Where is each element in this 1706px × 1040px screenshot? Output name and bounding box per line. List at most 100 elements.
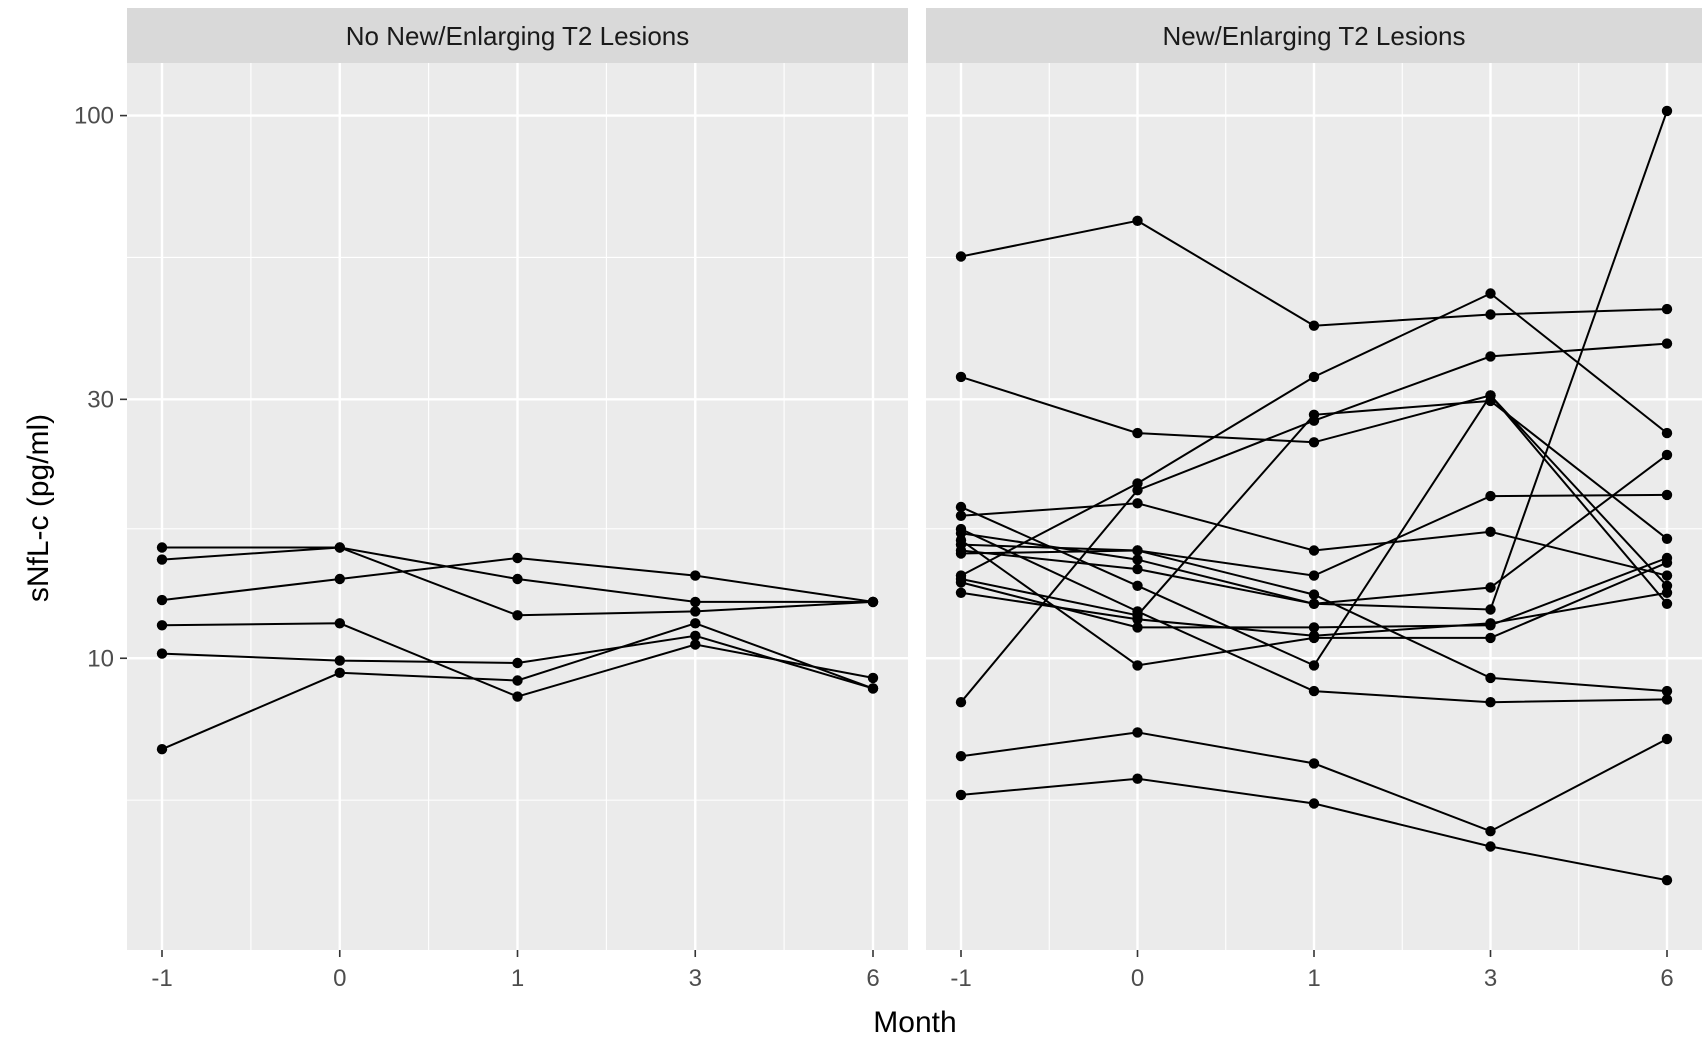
data-point: [334, 618, 345, 629]
data-point: [1132, 773, 1143, 784]
data-point: [690, 606, 701, 617]
data-point: [512, 573, 523, 585]
panel-1-x-axis: -1 0 1 3 6: [151, 950, 880, 992]
data-point: [690, 639, 701, 650]
data-point: [1485, 526, 1496, 537]
data-point: [1661, 105, 1673, 117]
y-axis: 10 30 100: [74, 103, 127, 672]
data-point: [690, 596, 701, 608]
data-point: [690, 570, 701, 581]
data-point: [1308, 545, 1320, 556]
data-point: [1661, 685, 1673, 697]
data-point: [1661, 489, 1673, 501]
data-point: [156, 620, 168, 631]
x-tick-label: 0: [1131, 965, 1144, 992]
data-point: [334, 655, 345, 666]
data-point: [1308, 630, 1320, 641]
data-point: [955, 587, 967, 598]
data-point: [955, 371, 967, 383]
data-point: [334, 542, 345, 553]
data-point: [690, 630, 701, 641]
data-point: [1132, 580, 1143, 591]
data-point: [334, 573, 345, 585]
data-point: [1132, 427, 1143, 439]
data-point: [1308, 371, 1320, 383]
data-point: [156, 594, 168, 606]
data-point: [1661, 303, 1673, 315]
data-point: [955, 751, 967, 762]
x-tick-label: 3: [689, 965, 702, 992]
data-point: [955, 510, 967, 521]
data-point: [955, 789, 967, 801]
data-point: [1661, 733, 1673, 745]
data-point: [867, 596, 879, 608]
data-point: [1661, 557, 1673, 568]
data-point: [1661, 533, 1673, 544]
data-point: [1661, 694, 1673, 705]
data-point: [955, 501, 967, 513]
data-point: [1485, 632, 1496, 644]
data-point: [1132, 498, 1143, 509]
data-point: [512, 552, 523, 564]
data-point: [512, 657, 523, 669]
data-point: [1661, 875, 1673, 886]
data-point: [1661, 587, 1673, 598]
data-point: [1661, 598, 1673, 609]
y-tick-label: 30: [87, 386, 114, 413]
data-point: [1308, 589, 1320, 600]
data-point: [156, 648, 168, 659]
x-tick-label: 1: [1307, 965, 1320, 992]
data-point: [1308, 415, 1320, 426]
data-point: [1132, 614, 1143, 625]
panel-2-series: [955, 105, 1673, 886]
y-axis-title: sNfL-c (pg/ml): [22, 414, 55, 602]
data-point: [955, 251, 967, 262]
panel-1-series: [156, 542, 879, 755]
panel-2-x-axis: -1 0 1 3 6: [950, 950, 1674, 992]
data-point: [867, 672, 879, 684]
data-point: [1485, 288, 1496, 299]
panel-1-strip: [127, 8, 908, 63]
x-tick-label: 6: [1660, 965, 1673, 992]
x-tick-label: 0: [333, 965, 346, 992]
x-tick-label: 6: [866, 965, 879, 992]
data-point: [955, 545, 967, 556]
data-point: [1485, 618, 1496, 629]
data-point: [1132, 215, 1143, 226]
data-point: [1485, 395, 1496, 407]
data-point: [1132, 485, 1143, 496]
data-point: [1661, 570, 1673, 581]
panel-2-strip-title: New/Enlarging T2 Lesions: [1162, 21, 1465, 51]
data-point: [867, 683, 879, 694]
data-point: [1308, 685, 1320, 697]
data-point: [156, 542, 168, 553]
data-point: [955, 528, 967, 539]
x-tick-label: 1: [511, 965, 524, 992]
data-point: [1485, 697, 1496, 708]
data-point: [1308, 758, 1320, 769]
data-point: [512, 610, 523, 621]
panel-2-strip: [926, 8, 1702, 63]
data-point: [955, 697, 967, 708]
data-point: [1132, 545, 1143, 556]
data-point: [1661, 338, 1673, 349]
data-point: [1485, 826, 1496, 837]
data-point: [1308, 622, 1320, 633]
x-tick-label: -1: [151, 965, 172, 992]
data-point: [1485, 582, 1496, 593]
y-tick-label: 100: [74, 103, 114, 130]
data-point: [334, 667, 345, 678]
data-point: [512, 675, 523, 686]
data-point: [1308, 437, 1320, 448]
panel-2: New/Enlarging T2 Lesions: [926, 8, 1702, 950]
data-point: [1485, 351, 1496, 362]
data-point: [156, 744, 168, 755]
data-point: [1661, 427, 1673, 439]
data-point: [1308, 320, 1320, 331]
data-point: [1308, 570, 1320, 581]
data-point: [955, 577, 967, 588]
data-point: [1485, 672, 1496, 684]
x-axis-title: Month: [873, 1006, 956, 1039]
x-tick-label: -1: [950, 965, 971, 992]
